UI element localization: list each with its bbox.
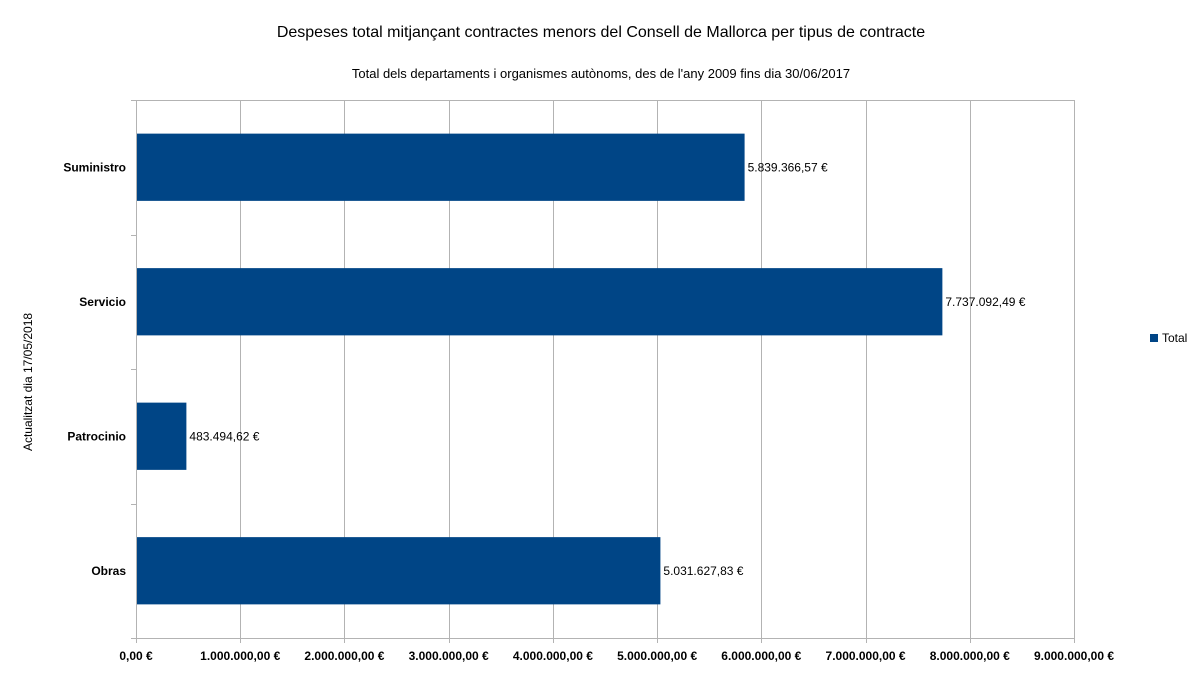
- x-tick-label: 0,00 €: [119, 649, 153, 663]
- bar-obras: [137, 537, 661, 605]
- bar-patrocinio: [137, 402, 187, 470]
- chart-title: Despeses total mitjançant contractes men…: [276, 24, 926, 41]
- x-tick-label: 9.000.000,00 €: [1034, 649, 1114, 663]
- x-tick-label: 2.000.000,00 €: [304, 649, 384, 663]
- data-label: 7.737.092,49 €: [945, 295, 1025, 309]
- legend: Total: [1150, 331, 1187, 345]
- category-label: Servicio: [79, 295, 126, 309]
- bars: [137, 133, 943, 605]
- x-tick-label: 8.000.000,00 €: [930, 649, 1010, 663]
- chart-subtitle: Total dels departaments i organismes aut…: [351, 66, 851, 81]
- x-tick-label: 5.000.000,00 €: [617, 649, 697, 663]
- labels: 0,00 € 1.000.000,00 € 2.000.000,00 € 3.000.…: [63, 160, 1114, 663]
- legend-label-total: Total: [1162, 331, 1188, 345]
- bar-servicio: [137, 268, 943, 336]
- bar-suministro: [137, 133, 745, 201]
- x-tick-label: 6.000.000,00 €: [721, 649, 801, 663]
- axes: [131, 100, 1075, 643]
- category-label: Obras: [91, 564, 126, 578]
- category-label: Patrocinio: [67, 429, 126, 443]
- data-label: 5.839.366,57 €: [748, 160, 828, 174]
- data-label: 5.031.627,83 €: [663, 564, 743, 578]
- x-tick-label: 4.000.000,00 €: [513, 649, 593, 663]
- x-tick-label: 7.000.000,00 €: [826, 649, 906, 663]
- x-tick-label: 1.000.000,00 €: [200, 649, 280, 663]
- category-label: Suministro: [63, 160, 126, 174]
- legend-swatch-total: [1150, 334, 1158, 342]
- x-tick-label: 3.000.000,00 €: [409, 649, 489, 663]
- data-label: 483.494,62 €: [189, 429, 259, 443]
